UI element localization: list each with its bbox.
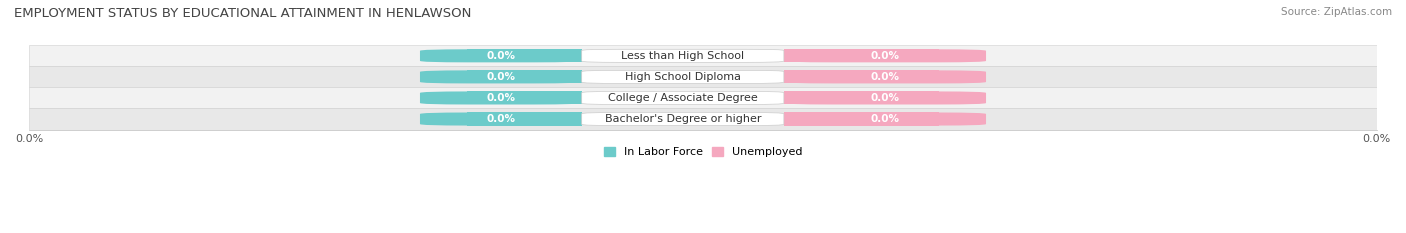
Text: 0.0%: 0.0%: [486, 72, 516, 82]
FancyBboxPatch shape: [582, 113, 785, 126]
FancyBboxPatch shape: [582, 49, 785, 62]
Text: Source: ZipAtlas.com: Source: ZipAtlas.com: [1281, 7, 1392, 17]
Text: High School Diploma: High School Diploma: [624, 72, 741, 82]
Bar: [30, 87, 1376, 109]
Text: 0.0%: 0.0%: [870, 72, 900, 82]
FancyBboxPatch shape: [420, 91, 582, 104]
Bar: [785, 113, 939, 126]
FancyBboxPatch shape: [420, 113, 582, 126]
Bar: [30, 45, 1376, 66]
FancyBboxPatch shape: [582, 70, 785, 83]
FancyBboxPatch shape: [785, 70, 986, 83]
Text: 0.0%: 0.0%: [486, 93, 516, 103]
FancyBboxPatch shape: [785, 49, 986, 62]
Text: 0.0%: 0.0%: [486, 114, 516, 124]
FancyBboxPatch shape: [785, 91, 986, 104]
Bar: [30, 109, 1376, 130]
Bar: [467, 70, 582, 83]
Text: Less than High School: Less than High School: [621, 51, 744, 61]
Text: 0.0%: 0.0%: [486, 51, 516, 61]
Text: EMPLOYMENT STATUS BY EDUCATIONAL ATTAINMENT IN HENLAWSON: EMPLOYMENT STATUS BY EDUCATIONAL ATTAINM…: [14, 7, 471, 20]
FancyBboxPatch shape: [420, 49, 582, 62]
Bar: [467, 49, 582, 62]
Bar: [467, 91, 582, 104]
Bar: [467, 113, 582, 126]
Bar: [785, 91, 939, 104]
FancyBboxPatch shape: [785, 113, 986, 126]
Legend: In Labor Force, Unemployed: In Labor Force, Unemployed: [602, 144, 804, 159]
Bar: [785, 70, 939, 83]
FancyBboxPatch shape: [582, 91, 785, 104]
Text: 0.0%: 0.0%: [870, 114, 900, 124]
FancyBboxPatch shape: [420, 70, 582, 83]
Bar: [785, 49, 939, 62]
Text: College / Associate Degree: College / Associate Degree: [607, 93, 758, 103]
Text: 0.0%: 0.0%: [870, 51, 900, 61]
Text: Bachelor's Degree or higher: Bachelor's Degree or higher: [605, 114, 761, 124]
Text: 0.0%: 0.0%: [870, 93, 900, 103]
Bar: [30, 66, 1376, 87]
